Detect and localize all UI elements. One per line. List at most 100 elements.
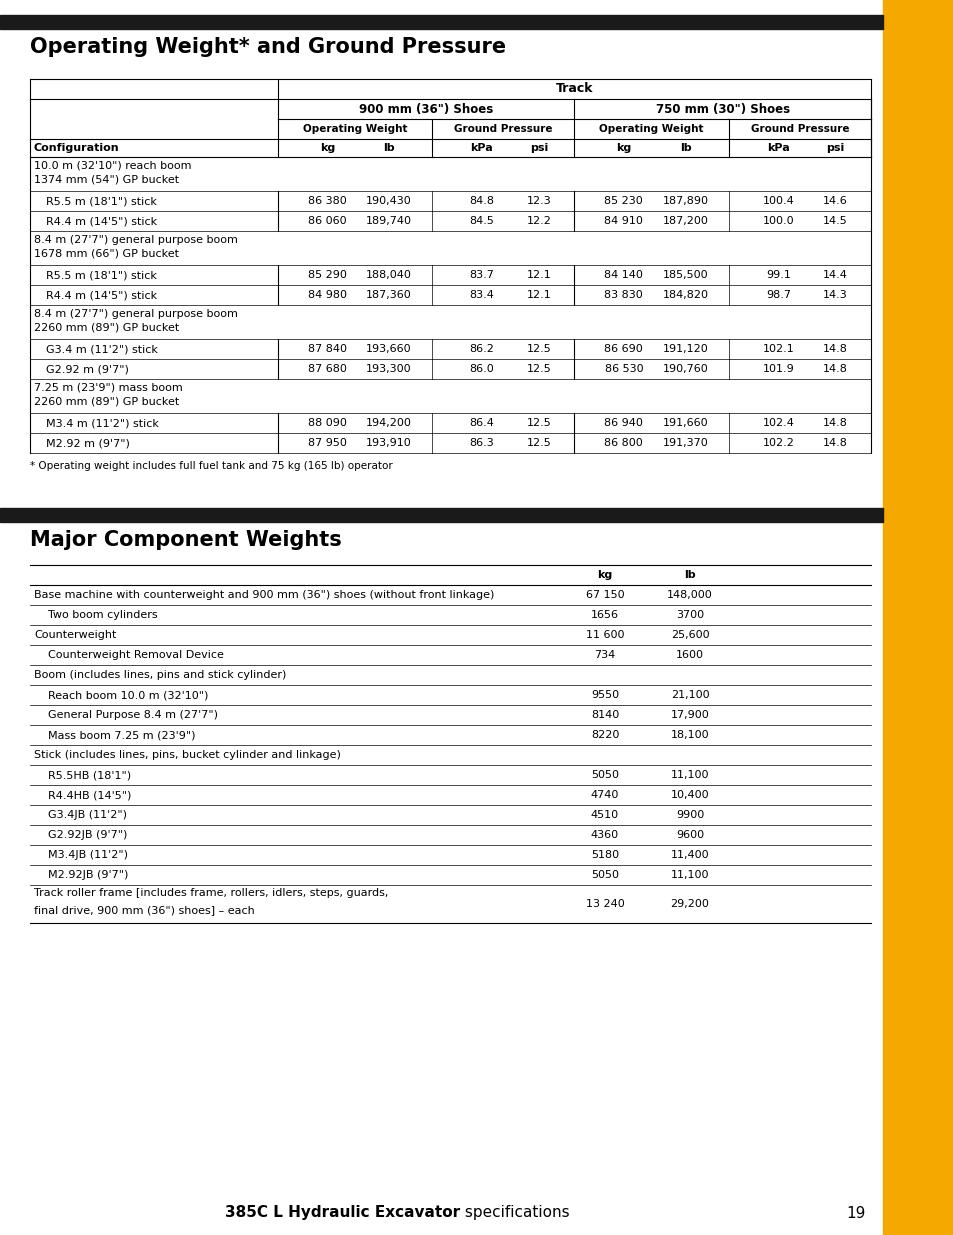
Text: 187,890: 187,890 [661, 196, 708, 206]
Text: Counterweight Removal Device: Counterweight Removal Device [48, 650, 224, 659]
Text: 14.8: 14.8 [822, 364, 847, 374]
Text: 87 680: 87 680 [308, 364, 346, 374]
Text: 5050: 5050 [590, 769, 618, 781]
Text: 4740: 4740 [590, 790, 618, 800]
Text: 11,400: 11,400 [670, 850, 709, 860]
Text: Base machine with counterweight and 900 mm (36") shoes (without front linkage): Base machine with counterweight and 900 … [34, 590, 494, 600]
Text: 86 060: 86 060 [308, 216, 346, 226]
Text: M2.92 m (9'7"): M2.92 m (9'7") [46, 438, 130, 448]
Text: 1678 mm (66") GP bucket: 1678 mm (66") GP bucket [34, 249, 179, 259]
Text: 4510: 4510 [590, 810, 618, 820]
Text: 19: 19 [845, 1205, 865, 1220]
Text: 12.5: 12.5 [526, 438, 551, 448]
Text: Two boom cylinders: Two boom cylinders [48, 610, 157, 620]
Text: 8220: 8220 [590, 730, 618, 740]
Text: 84 980: 84 980 [308, 290, 347, 300]
Text: 12.3: 12.3 [526, 196, 551, 206]
Text: R5.5HB (18'1"): R5.5HB (18'1") [48, 769, 131, 781]
Text: psi: psi [529, 143, 547, 153]
Text: 11,100: 11,100 [670, 769, 708, 781]
Text: 14.8: 14.8 [822, 438, 847, 448]
Text: 86 800: 86 800 [604, 438, 642, 448]
Text: 193,910: 193,910 [366, 438, 412, 448]
Text: 86.3: 86.3 [469, 438, 494, 448]
Text: 148,000: 148,000 [666, 590, 712, 600]
Bar [0, 15, 882, 28]
Text: 88 090: 88 090 [308, 417, 346, 429]
Text: 21,100: 21,100 [670, 690, 709, 700]
Text: 11,100: 11,100 [670, 869, 708, 881]
Text: 14.5: 14.5 [822, 216, 847, 226]
Text: 191,660: 191,660 [662, 417, 707, 429]
Text: Track roller frame [includes frame, rollers, idlers, steps, guards,: Track roller frame [includes frame, roll… [34, 888, 388, 898]
Text: 193,300: 193,300 [366, 364, 412, 374]
Text: 85 290: 85 290 [308, 270, 346, 280]
Text: 12.2: 12.2 [526, 216, 551, 226]
Text: Counterweight: Counterweight [34, 630, 116, 640]
Text: 191,370: 191,370 [662, 438, 708, 448]
Text: M3.4JB (11'2"): M3.4JB (11'2") [48, 850, 128, 860]
Text: 87 950: 87 950 [308, 438, 346, 448]
Text: Ground Pressure: Ground Pressure [750, 124, 848, 135]
Text: 12.1: 12.1 [526, 270, 551, 280]
Text: 14.3: 14.3 [822, 290, 847, 300]
Text: 85 230: 85 230 [604, 196, 642, 206]
Text: 86 380: 86 380 [308, 196, 346, 206]
Text: 18,100: 18,100 [670, 730, 709, 740]
Text: 189,740: 189,740 [366, 216, 412, 226]
Text: 10,400: 10,400 [670, 790, 709, 800]
Text: 29,200: 29,200 [670, 899, 709, 909]
Text: 3700: 3700 [676, 610, 703, 620]
Text: 1656: 1656 [590, 610, 618, 620]
Text: Mass boom 7.25 m (23'9"): Mass boom 7.25 m (23'9") [48, 730, 195, 740]
Text: 184,820: 184,820 [661, 290, 708, 300]
Text: 84.8: 84.8 [469, 196, 494, 206]
Text: 2260 mm (89") GP bucket: 2260 mm (89") GP bucket [34, 324, 179, 333]
Text: Boom (includes lines, pins and stick cylinder): Boom (includes lines, pins and stick cyl… [34, 671, 286, 680]
Text: Operating Weight: Operating Weight [598, 124, 703, 135]
Text: 193,660: 193,660 [366, 345, 412, 354]
Text: 12.5: 12.5 [526, 417, 551, 429]
Text: 11 600: 11 600 [585, 630, 623, 640]
Text: 83 830: 83 830 [604, 290, 642, 300]
Text: 98.7: 98.7 [765, 290, 790, 300]
Text: 187,360: 187,360 [366, 290, 412, 300]
Text: 83.4: 83.4 [469, 290, 494, 300]
Text: 86 940: 86 940 [604, 417, 642, 429]
Text: 25,600: 25,600 [670, 630, 709, 640]
Text: 86.0: 86.0 [469, 364, 494, 374]
Text: R5.5 m (18'1") stick: R5.5 m (18'1") stick [46, 196, 156, 206]
Text: 9900: 9900 [675, 810, 703, 820]
Text: R4.4HB (14'5"): R4.4HB (14'5") [48, 790, 132, 800]
Text: 86.2: 86.2 [469, 345, 494, 354]
Text: 750 mm (30") Shoes: 750 mm (30") Shoes [655, 103, 789, 116]
Text: 99.1: 99.1 [765, 270, 790, 280]
Text: 4360: 4360 [590, 830, 618, 840]
Text: 185,500: 185,500 [662, 270, 707, 280]
Text: R4.4 m (14'5") stick: R4.4 m (14'5") stick [46, 216, 157, 226]
Text: 194,200: 194,200 [366, 417, 412, 429]
Text: 86 530: 86 530 [604, 364, 642, 374]
Text: kPa: kPa [470, 143, 493, 153]
Text: 102.2: 102.2 [761, 438, 794, 448]
Text: Major Component Weights: Major Component Weights [30, 530, 341, 550]
Text: Stick (includes lines, pins, bucket cylinder and linkage): Stick (includes lines, pins, bucket cyli… [34, 750, 340, 760]
Text: 100.0: 100.0 [761, 216, 794, 226]
Text: G2.92JB (9'7"): G2.92JB (9'7") [48, 830, 128, 840]
Text: G3.4 m (11'2") stick: G3.4 m (11'2") stick [46, 345, 157, 354]
Text: 900 mm (36") Shoes: 900 mm (36") Shoes [358, 103, 493, 116]
Text: lb: lb [679, 143, 691, 153]
Bar [882, 0, 953, 1235]
Text: 17,900: 17,900 [670, 710, 709, 720]
Text: lb: lb [383, 143, 395, 153]
Text: 10.0 m (32'10") reach boom: 10.0 m (32'10") reach boom [34, 161, 192, 170]
Text: lb: lb [683, 571, 695, 580]
Text: * Operating weight includes full fuel tank and 75 kg (165 lb) operator: * Operating weight includes full fuel ta… [30, 461, 393, 471]
Text: 12.1: 12.1 [526, 290, 551, 300]
Text: 191,120: 191,120 [662, 345, 708, 354]
Text: R4.4 m (14'5") stick: R4.4 m (14'5") stick [46, 290, 157, 300]
Text: 5050: 5050 [590, 869, 618, 881]
Text: 100.4: 100.4 [761, 196, 794, 206]
Text: 734: 734 [594, 650, 615, 659]
Text: Configuration: Configuration [34, 143, 119, 153]
